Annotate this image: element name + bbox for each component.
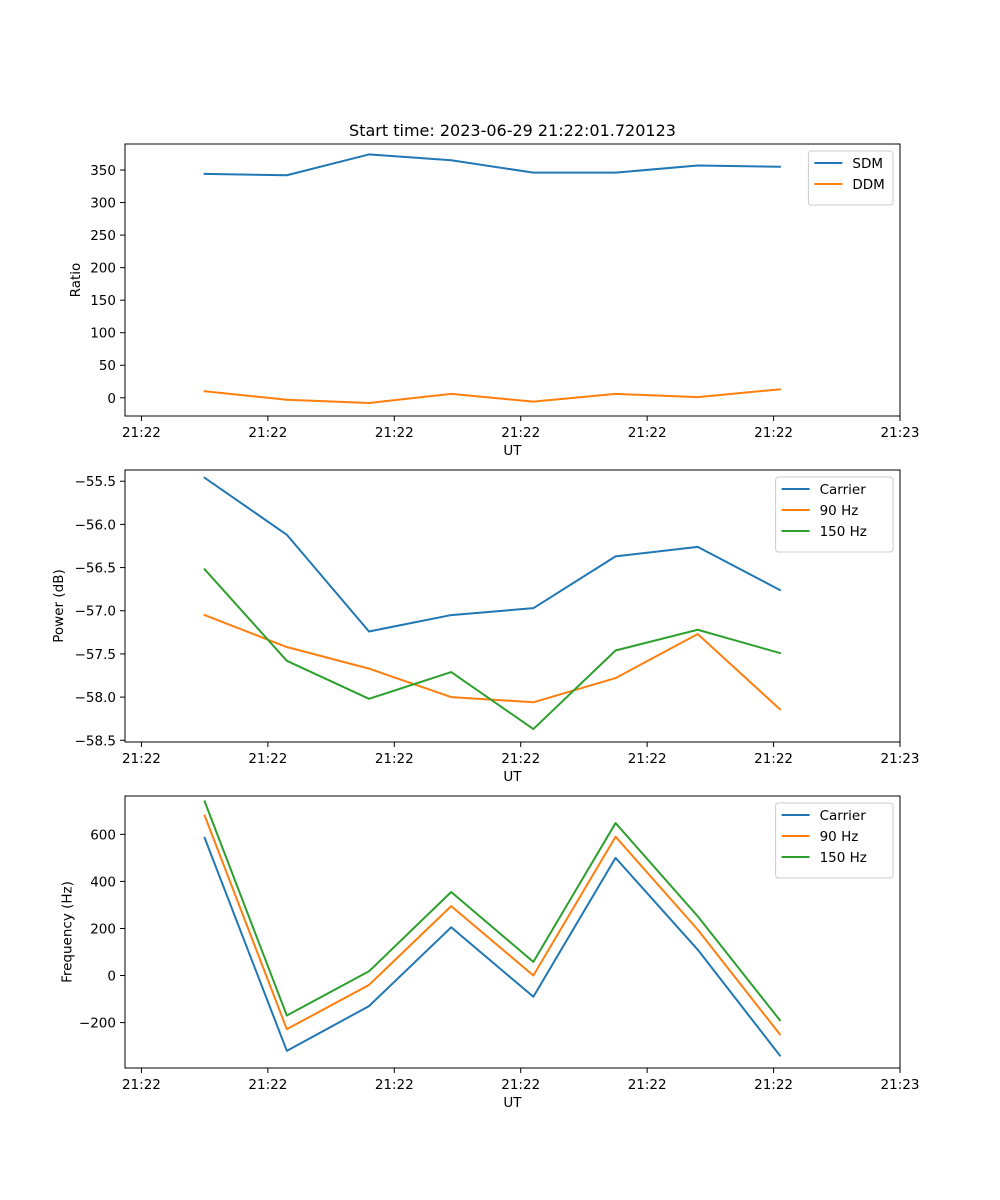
frequency-series-line-1 [203, 814, 782, 1036]
power-x-tick-label-3: 21:22 [501, 751, 540, 767]
frequency-legend-label-1: 90 Hz [820, 829, 859, 845]
ratio-y-tick-label-1: 50 [99, 358, 116, 374]
power-y-tick-label-2: −57.5 [75, 647, 116, 663]
power-y-tick-label-0: −58.5 [75, 733, 116, 749]
power-legend-label-2: 150 Hz [820, 524, 867, 540]
ratio-panel: 21:22 21:22 21:22 21:22 21:22 21:22 21:23 0 50 10… [68, 121, 919, 459]
frequency-x-tick-label-6: 21:23 [881, 1077, 920, 1093]
frequency-y-tick-label-0: −200 [79, 1016, 116, 1032]
ratio-y-tick-label-3: 150 [90, 293, 116, 309]
frequency-y-tick-label-3: 400 [90, 874, 116, 890]
frequency-legend-box [775, 802, 894, 879]
frequency-legend-label-2: 150 Hz [820, 850, 867, 866]
ratio-y-tick-label-6: 300 [90, 196, 116, 212]
ratio-series-line-1 [203, 388, 781, 404]
power-x-tick-label-1: 21:22 [248, 751, 287, 767]
power-y-tick-label-3: −57.0 [75, 604, 116, 620]
ratio-axes-frame [124, 143, 901, 417]
power-y-tick-label-5: −56.0 [75, 517, 116, 533]
ratio-legend-box [807, 150, 894, 206]
frequency-x-axis-label: UT [503, 1095, 522, 1111]
ratio-legend-label-0: SDM [852, 156, 883, 172]
power-series-line-0 [203, 476, 782, 633]
frequency-y-tick-label-4: 600 [90, 827, 116, 843]
ratio-x-tick-label-2: 21:22 [375, 425, 414, 441]
frequency-panel: 21:22 21:22 21:22 21:22 21:22 21:22 21:23 −200 0… [60, 795, 920, 1111]
frequency-x-tick-label-5: 21:22 [754, 1077, 793, 1093]
frequency-x-tick-label-0: 21:22 [122, 1077, 161, 1093]
power-y-tick-label-6: −55.5 [75, 474, 116, 490]
power-x-tick-label-5: 21:22 [754, 751, 793, 767]
ratio-y-tick-label-0: 0 [107, 391, 116, 407]
ratio-x-tick-label-5: 21:22 [754, 425, 793, 441]
frequency-series-line-0 [203, 836, 782, 1057]
ratio-chart-title: Start time: 2023-06-29 21:22:01.720123 [349, 121, 676, 140]
frequency-y-axis-label: Frequency (Hz) [60, 881, 76, 983]
ratio-x-tick-label-1: 21:22 [248, 425, 287, 441]
frequency-legend: Carrier 90 Hz 150 Hz [775, 802, 894, 879]
ratio-y-tick-label-7: 350 [90, 163, 116, 179]
ratio-x-axis-label: UT [503, 443, 522, 459]
power-x-tick-label-6: 21:23 [881, 751, 920, 767]
frequency-legend-label-0: Carrier [820, 808, 867, 824]
frequency-y-tick-label-1: 0 [107, 969, 116, 985]
ratio-series-line-0 [203, 153, 781, 177]
ratio-legend-label-1: DDM [852, 177, 884, 193]
power-legend: Carrier 90 Hz 150 Hz [775, 476, 894, 553]
frequency-x-tick-label-4: 21:22 [628, 1077, 667, 1093]
power-y-axis-label: Power (dB) [51, 569, 67, 642]
ratio-x-tick-label-6: 21:23 [881, 425, 920, 441]
power-y-tick-label-4: −56.5 [75, 561, 116, 577]
ratio-legend: SDM DDM [807, 150, 894, 206]
power-legend-box [775, 476, 894, 553]
ratio-y-tick-label-2: 100 [90, 326, 116, 342]
frequency-x-tick-label-3: 21:22 [501, 1077, 540, 1093]
frequency-axes-frame [124, 795, 901, 1069]
power-legend-label-1: 90 Hz [820, 503, 859, 519]
power-axes-frame [124, 469, 901, 743]
power-x-axis-label: UT [503, 769, 522, 785]
ratio-x-tick-label-4: 21:22 [628, 425, 667, 441]
ratio-y-tick-label-4: 200 [90, 261, 116, 277]
ratio-x-tick-label-3: 21:22 [501, 425, 540, 441]
frequency-x-tick-label-1: 21:22 [248, 1077, 287, 1093]
frequency-y-tick-label-2: 200 [90, 921, 116, 937]
frequency-x-tick-label-2: 21:22 [375, 1077, 414, 1093]
ratio-y-axis-label: Ratio [68, 263, 84, 298]
power-legend-label-0: Carrier [820, 482, 867, 498]
power-panel: 21:22 21:22 21:22 21:22 21:22 21:22 21:23 −58.5… [51, 469, 920, 785]
frequency-series-line-2 [203, 800, 782, 1022]
power-x-tick-label-0: 21:22 [122, 751, 161, 767]
power-x-tick-label-2: 21:22 [375, 751, 414, 767]
ratio-x-tick-label-0: 21:22 [122, 425, 161, 441]
ratio-y-tick-label-5: 250 [90, 228, 116, 244]
power-series-line-2 [203, 567, 782, 731]
power-y-tick-label-1: −58.0 [75, 690, 116, 706]
power-x-tick-label-4: 21:22 [628, 751, 667, 767]
